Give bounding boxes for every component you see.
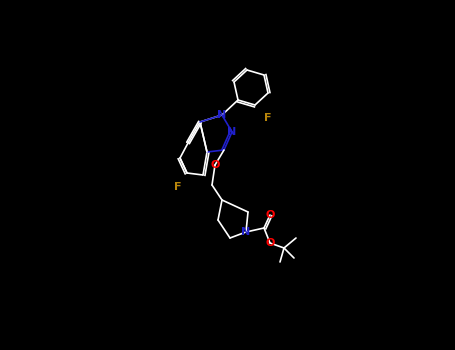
Text: F: F (264, 113, 272, 123)
Text: O: O (210, 160, 220, 170)
Text: F: F (174, 182, 182, 192)
Text: O: O (265, 238, 275, 248)
Text: N: N (241, 227, 251, 237)
Text: N: N (228, 127, 237, 137)
Text: N: N (217, 110, 227, 120)
Text: O: O (265, 210, 275, 220)
